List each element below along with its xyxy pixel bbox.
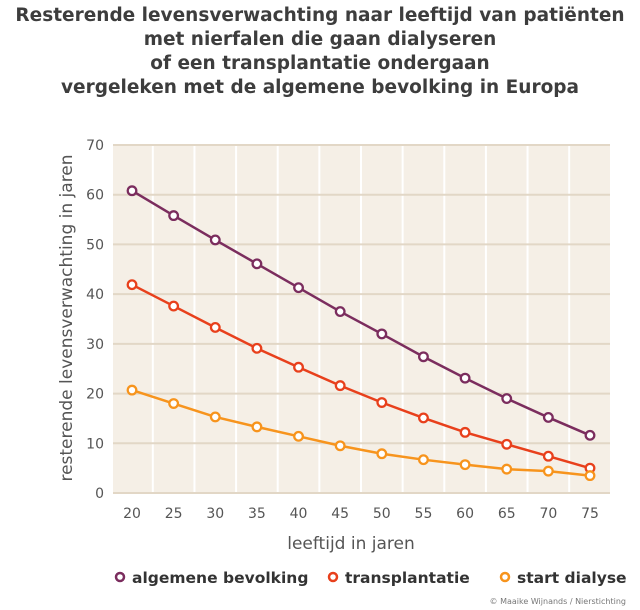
series-line (131, 283, 591, 470)
data-point (584, 470, 596, 482)
data-point (251, 421, 263, 433)
x-tick-label: 65 (498, 506, 516, 522)
data-point (334, 440, 346, 452)
data-point (209, 322, 221, 333)
x-tick-label: 35 (248, 506, 266, 522)
data-point (168, 210, 180, 222)
title-line: Resterende levensverwachting naar leefti… (15, 5, 625, 26)
data-point (334, 380, 346, 392)
data-point (418, 412, 429, 424)
x-tick-label: 55 (415, 506, 433, 522)
data-point (584, 429, 596, 441)
data-point (251, 258, 263, 270)
x-tick-label: 70 (539, 506, 557, 522)
x-tick-label: 60 (456, 506, 474, 522)
data-point (501, 393, 513, 404)
data-point (168, 398, 180, 409)
x-tick-label: 45 (331, 506, 349, 522)
legend-marker (499, 571, 511, 583)
title-line: vergeleken met de algemene bevolking in … (60, 77, 580, 98)
x-tick-label: 25 (165, 506, 183, 522)
legend-label: algemene bevolking (132, 569, 308, 587)
data-point (168, 300, 180, 312)
title-line: of een transplantatie ondergaan (150, 53, 490, 74)
data-point (126, 185, 138, 197)
x-tick-label: 75 (581, 506, 599, 522)
y-tick-label: 10 (86, 436, 104, 452)
data-point (459, 372, 471, 384)
data-point (376, 397, 388, 408)
data-point (501, 438, 513, 450)
legend-marker (114, 571, 126, 583)
data-point (293, 282, 304, 294)
data-point (209, 411, 221, 423)
data-point (293, 361, 304, 373)
data-point (293, 430, 304, 442)
data-point (209, 234, 221, 246)
y-tick-label: 40 (86, 287, 104, 303)
legend-label: start dialyse (517, 569, 627, 587)
x-tick-label: 30 (206, 506, 224, 522)
data-point (418, 351, 429, 363)
chart-title: Resterende levensverwachting naar leefti… (0, 4, 640, 100)
x-tick-label: 50 (373, 506, 391, 522)
data-point (126, 384, 138, 396)
y-axis-label: resterende levensverwachting in jaren (57, 154, 77, 481)
y-tick-label: 50 (86, 237, 104, 253)
credit: © Maaike Wijnands / Nierstichting (490, 597, 626, 606)
y-tick-label: 60 (86, 188, 104, 204)
title-line: met nierfalen die gaan dialyseren (143, 29, 497, 50)
data-point (251, 342, 263, 354)
x-axis-label: leeftijd in jaren (287, 534, 415, 554)
x-tick-label: 40 (290, 506, 308, 522)
data-point (418, 454, 429, 466)
data-point (334, 306, 346, 317)
data-point (542, 450, 554, 462)
y-tick-label: 30 (86, 337, 104, 353)
series-line (131, 189, 591, 437)
series-line (131, 388, 591, 477)
data-point (542, 411, 554, 423)
legend-label: transplantatie (345, 569, 470, 587)
y-tick-label: 0 (95, 486, 104, 502)
y-tick-label: 70 (86, 138, 104, 154)
y-tick-label: 20 (86, 387, 104, 403)
x-tick-label: 20 (123, 506, 141, 522)
data-point (376, 448, 388, 460)
data-point (376, 328, 388, 340)
legend-marker (327, 571, 339, 583)
data-point (126, 279, 138, 291)
data-point (501, 463, 513, 475)
data-point (542, 465, 554, 477)
data-point (459, 426, 471, 438)
data-point (459, 459, 471, 471)
